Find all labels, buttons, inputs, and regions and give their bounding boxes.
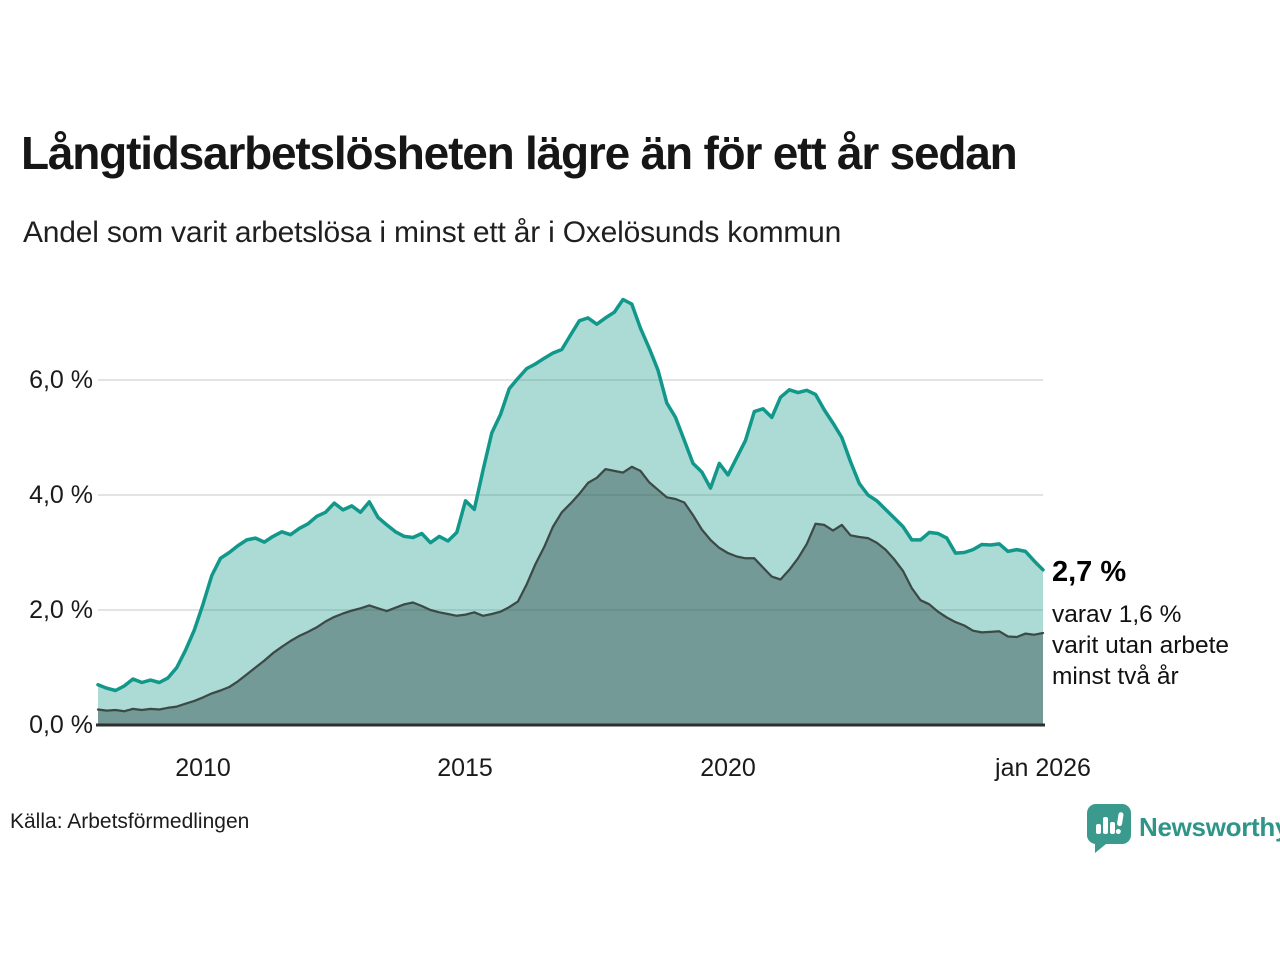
source-credit: Källa: Arbetsförmedlingen <box>10 810 250 833</box>
newsworthy-bubble-chart-icon <box>1087 804 1131 853</box>
y-axis-tick-label: 4,0 % <box>29 481 93 509</box>
newsworthy-logo: Newsworthy <box>1087 803 1280 855</box>
series-two-years <box>96 465 1045 725</box>
x-axis-tick-label: 2010 <box>175 754 231 782</box>
series-area <box>98 299 1043 725</box>
x-axis-tick-label: 2015 <box>437 754 493 782</box>
series-line <box>96 465 1045 713</box>
page-subtitle: Andel som varit arbetslösa i minst ett å… <box>23 216 842 249</box>
detail-line: varav 1,6 % <box>1052 601 1182 628</box>
x-axis-tick-label: 2020 <box>700 754 756 782</box>
x-axis-tick-label: jan 2026 <box>995 754 1091 782</box>
latest-value-detail: varav 1,6 % varit utan arbete minst två … <box>1052 599 1267 692</box>
y-axis-tick-label: 2,0 % <box>29 596 93 624</box>
newsworthy-wordmark: Newsworthy <box>1139 812 1280 842</box>
gridlines <box>98 379 1043 611</box>
page-title: Långtidsarbetslösheten lägre än för ett … <box>21 127 1018 179</box>
y-axis-tick-label: 6,0 % <box>29 366 93 394</box>
series-area <box>98 466 1043 725</box>
series-total <box>96 297 1045 725</box>
detail-line: minst två år <box>1052 663 1179 690</box>
detail-line: varit utan arbete <box>1052 632 1230 659</box>
y-axis-tick-label: 0,0 % <box>29 711 93 739</box>
series-line <box>96 297 1045 693</box>
latest-value-label: 2,7 % <box>1052 556 1127 588</box>
